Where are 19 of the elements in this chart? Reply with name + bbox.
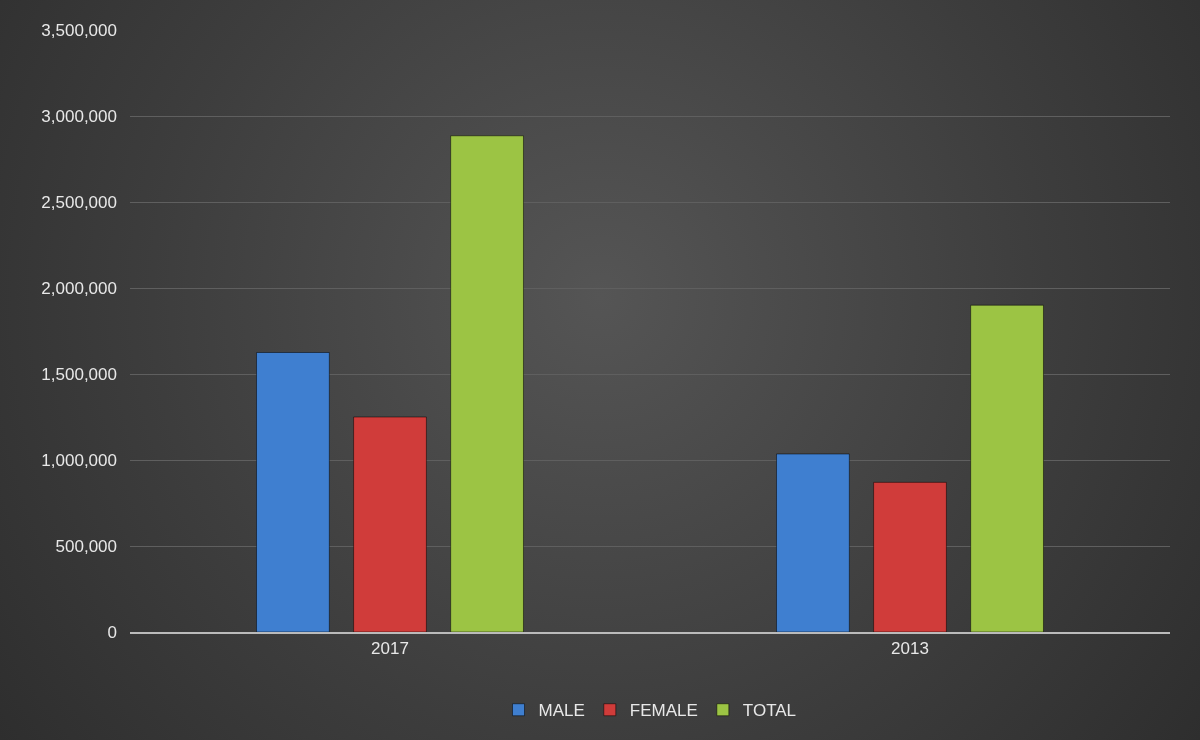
x-tick-label: 2013 xyxy=(891,639,929,659)
y-tick-label: 1,500,000 xyxy=(41,364,117,384)
y-tick-label: 3,500,000 xyxy=(41,20,117,40)
bar xyxy=(873,481,947,632)
x-tick-label: 2017 xyxy=(371,639,409,659)
legend-label: MALE xyxy=(538,701,585,721)
legend-label: TOTAL xyxy=(742,701,797,721)
y-tick-label: 500,000 xyxy=(55,536,117,556)
bar xyxy=(256,352,330,632)
bar xyxy=(776,453,850,632)
bar xyxy=(353,416,427,632)
y-tick-label: 3,000,000 xyxy=(41,106,117,126)
legend-label: FEMALE xyxy=(629,701,698,721)
bar xyxy=(970,304,1044,632)
y-tick-label: 1,000,000 xyxy=(41,450,117,470)
bar xyxy=(450,135,524,632)
y-tick-label: 2,000,000 xyxy=(41,278,117,298)
y-tick-label: 0 xyxy=(107,622,117,642)
y-tick-label: 2,500,000 xyxy=(41,192,117,212)
